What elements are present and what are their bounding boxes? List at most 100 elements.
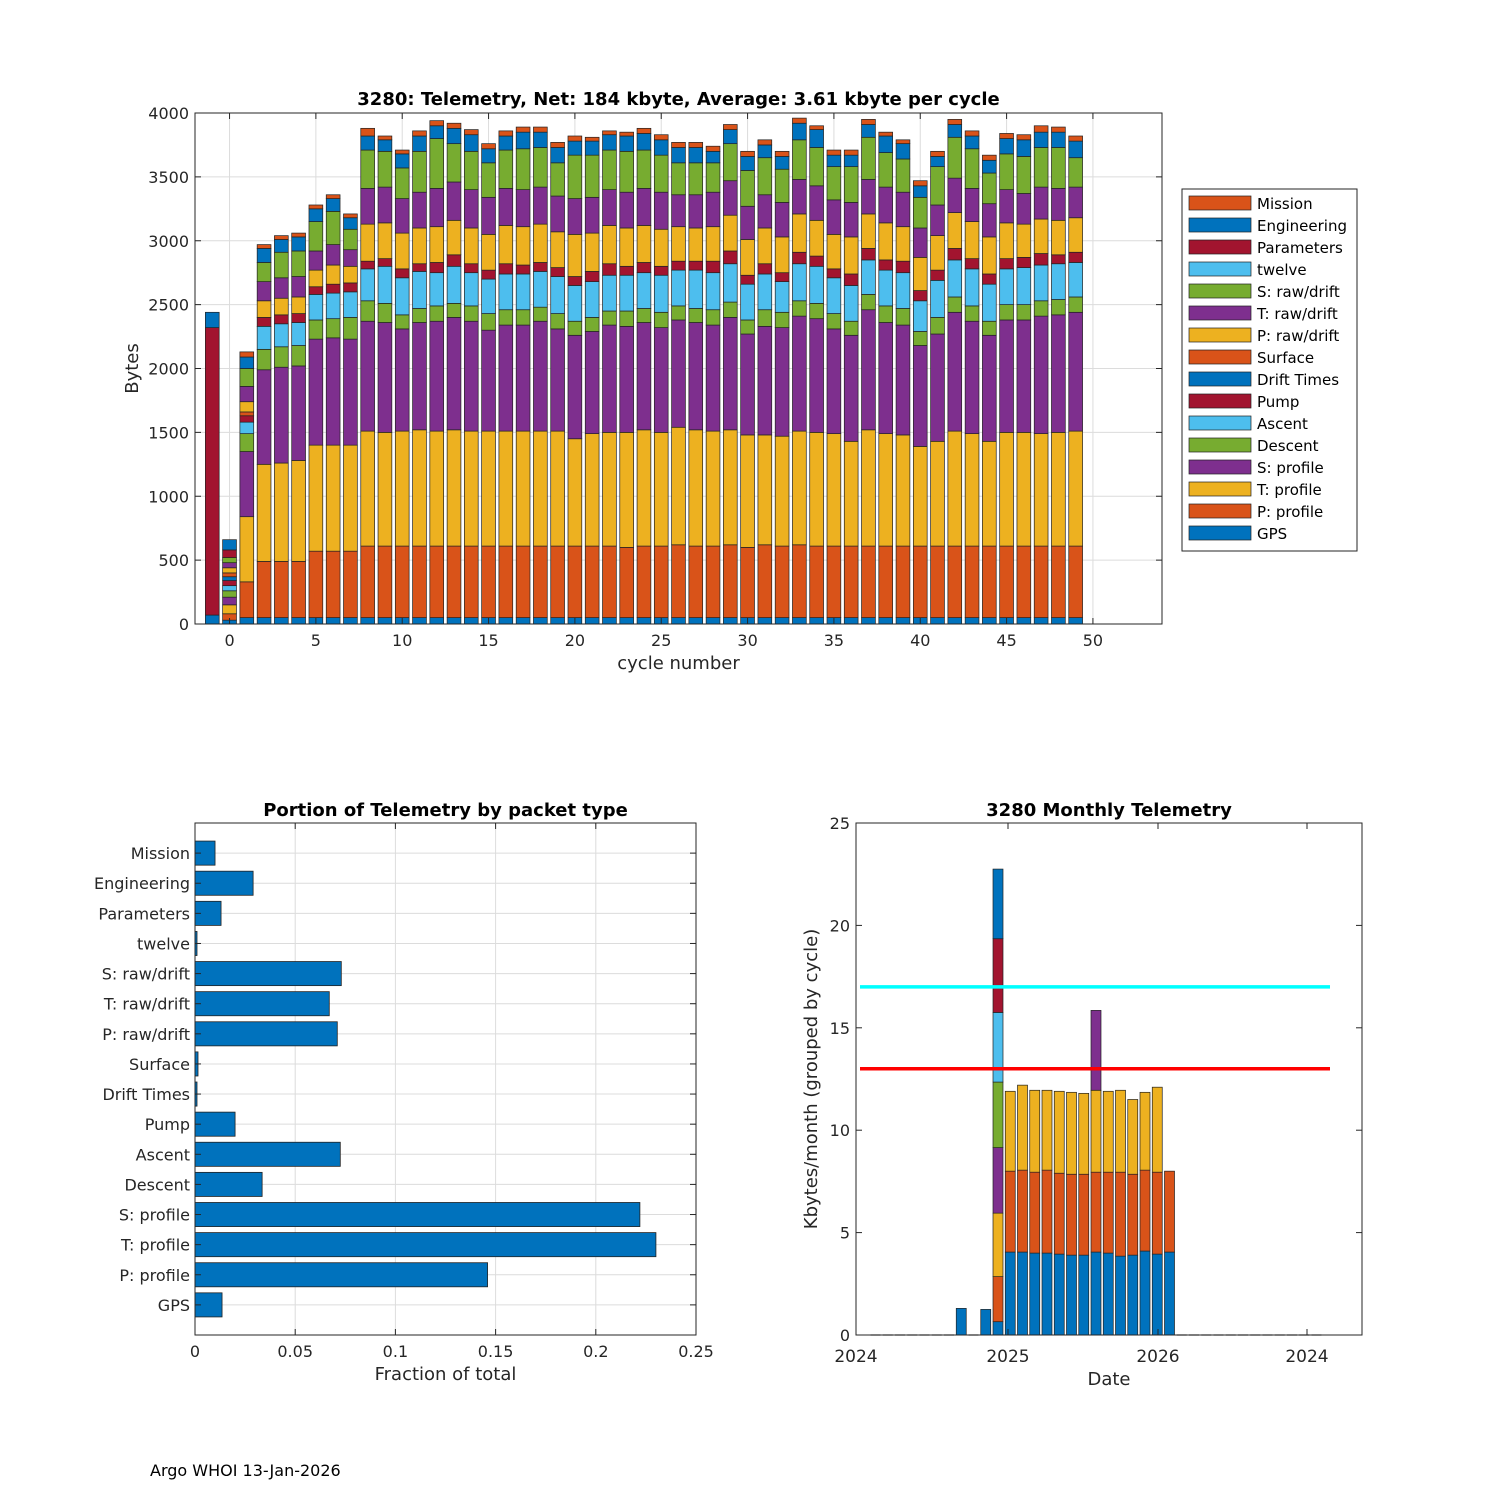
bar-segment (826, 154, 842, 168)
bar-segment (843, 273, 859, 286)
bar-segment (947, 177, 963, 213)
bar-segment (343, 249, 358, 267)
bar-segment (999, 138, 1014, 155)
bar-segment (843, 236, 859, 275)
bar-segment (688, 194, 704, 229)
bar-segment (757, 157, 773, 196)
bar-segment (619, 227, 634, 267)
bar-segment (688, 308, 704, 323)
bar-segment (671, 194, 686, 228)
bar-segment (878, 131, 893, 137)
bar-segment (688, 260, 704, 271)
bar-segment (964, 320, 980, 435)
bar-segment (982, 203, 997, 238)
bar-segment (222, 557, 237, 564)
bar-segment (377, 258, 393, 267)
legend-label: Engineering (1257, 217, 1347, 235)
bar-segment (705, 545, 721, 618)
bar-segment (705, 324, 721, 432)
bar-segment (394, 198, 410, 234)
bar-segment (1051, 147, 1066, 189)
bar-segment (930, 166, 945, 206)
bar-segment (412, 308, 427, 323)
bar-segment (1068, 262, 1083, 298)
legend-swatch (1188, 393, 1252, 409)
bar-segment (671, 305, 686, 321)
legend-label: T: profile (1256, 481, 1322, 499)
x-tick-label: 35 (824, 631, 844, 650)
bar-segment (705, 617, 721, 625)
bar-segment (239, 415, 255, 423)
bar-segment (412, 545, 427, 618)
bar-segment (464, 189, 479, 229)
legend-label: P: profile (1257, 503, 1323, 521)
bar-segment (602, 263, 617, 276)
bar-segment (671, 142, 686, 148)
bar-segment (653, 228, 669, 267)
bar-segment (705, 260, 721, 274)
bar-segment (1051, 314, 1066, 433)
bar-segment (205, 327, 220, 616)
bar-segment (843, 202, 859, 238)
bar-segment (325, 283, 341, 294)
bar-segment (982, 159, 997, 174)
bar-segment (792, 139, 807, 180)
bar-segment (619, 131, 634, 137)
bar-segment (653, 265, 669, 276)
bar-segment (533, 186, 548, 225)
bar-segment (653, 191, 669, 230)
bar-segment (360, 545, 375, 618)
bar-segment (705, 309, 721, 326)
bar-segment (1041, 1089, 1053, 1171)
bar-segment (1029, 1171, 1041, 1254)
bar-segment (774, 311, 790, 328)
bar-segment (567, 320, 583, 336)
x-tick-label: 10 (392, 631, 412, 650)
bar-segment (861, 294, 876, 311)
bar-segment (533, 126, 548, 133)
bar-segment (1090, 1251, 1102, 1336)
bar-segment (636, 127, 652, 134)
bar-segment (895, 260, 911, 274)
bar-segment (947, 430, 963, 547)
bar-segment (895, 308, 911, 326)
bar-segment (446, 617, 462, 625)
bar-segment (930, 317, 945, 335)
bar-segment (809, 129, 824, 148)
bar-segment (912, 331, 928, 346)
bar-segment (464, 227, 479, 265)
bar-segment (550, 313, 565, 330)
bar-segment (429, 120, 445, 127)
bar-segment (222, 590, 237, 598)
legend-label: Drift Times (1257, 371, 1339, 389)
bar-segment (861, 136, 876, 180)
bar-segment (343, 291, 358, 318)
legend-label: S: profile (1257, 459, 1324, 477)
bar-segment (360, 127, 375, 137)
bar-segment (498, 188, 514, 226)
bar-segment (688, 162, 704, 196)
bar-segment (774, 327, 790, 437)
bar-segment (343, 444, 358, 552)
bar-segment (826, 545, 842, 618)
bar-segment (602, 545, 617, 618)
bar-segment (1016, 156, 1032, 194)
category-label: T: profile (120, 1236, 190, 1255)
cycle-telemetry-chart: 0 5 10 15 20 25 30 35 40 45 5005001000150020002500… (122, 89, 1358, 674)
bar-segment (205, 614, 220, 625)
bar-segment (992, 1321, 1004, 1336)
bar-segment (1033, 186, 1049, 220)
bar-segment (1016, 267, 1032, 305)
bar-segment (412, 322, 427, 431)
bar-segment (809, 432, 824, 547)
bar-segment (964, 188, 980, 222)
bar-segment (222, 549, 237, 558)
bar-segment (291, 276, 306, 298)
bar-segment (1017, 1084, 1028, 1171)
bar (194, 1111, 236, 1137)
bar-segment (274, 323, 289, 348)
y-tick-label: 20 (830, 916, 850, 935)
bar-segment (584, 545, 600, 618)
bar-segment (1127, 1099, 1139, 1175)
bar-segment (895, 226, 911, 262)
